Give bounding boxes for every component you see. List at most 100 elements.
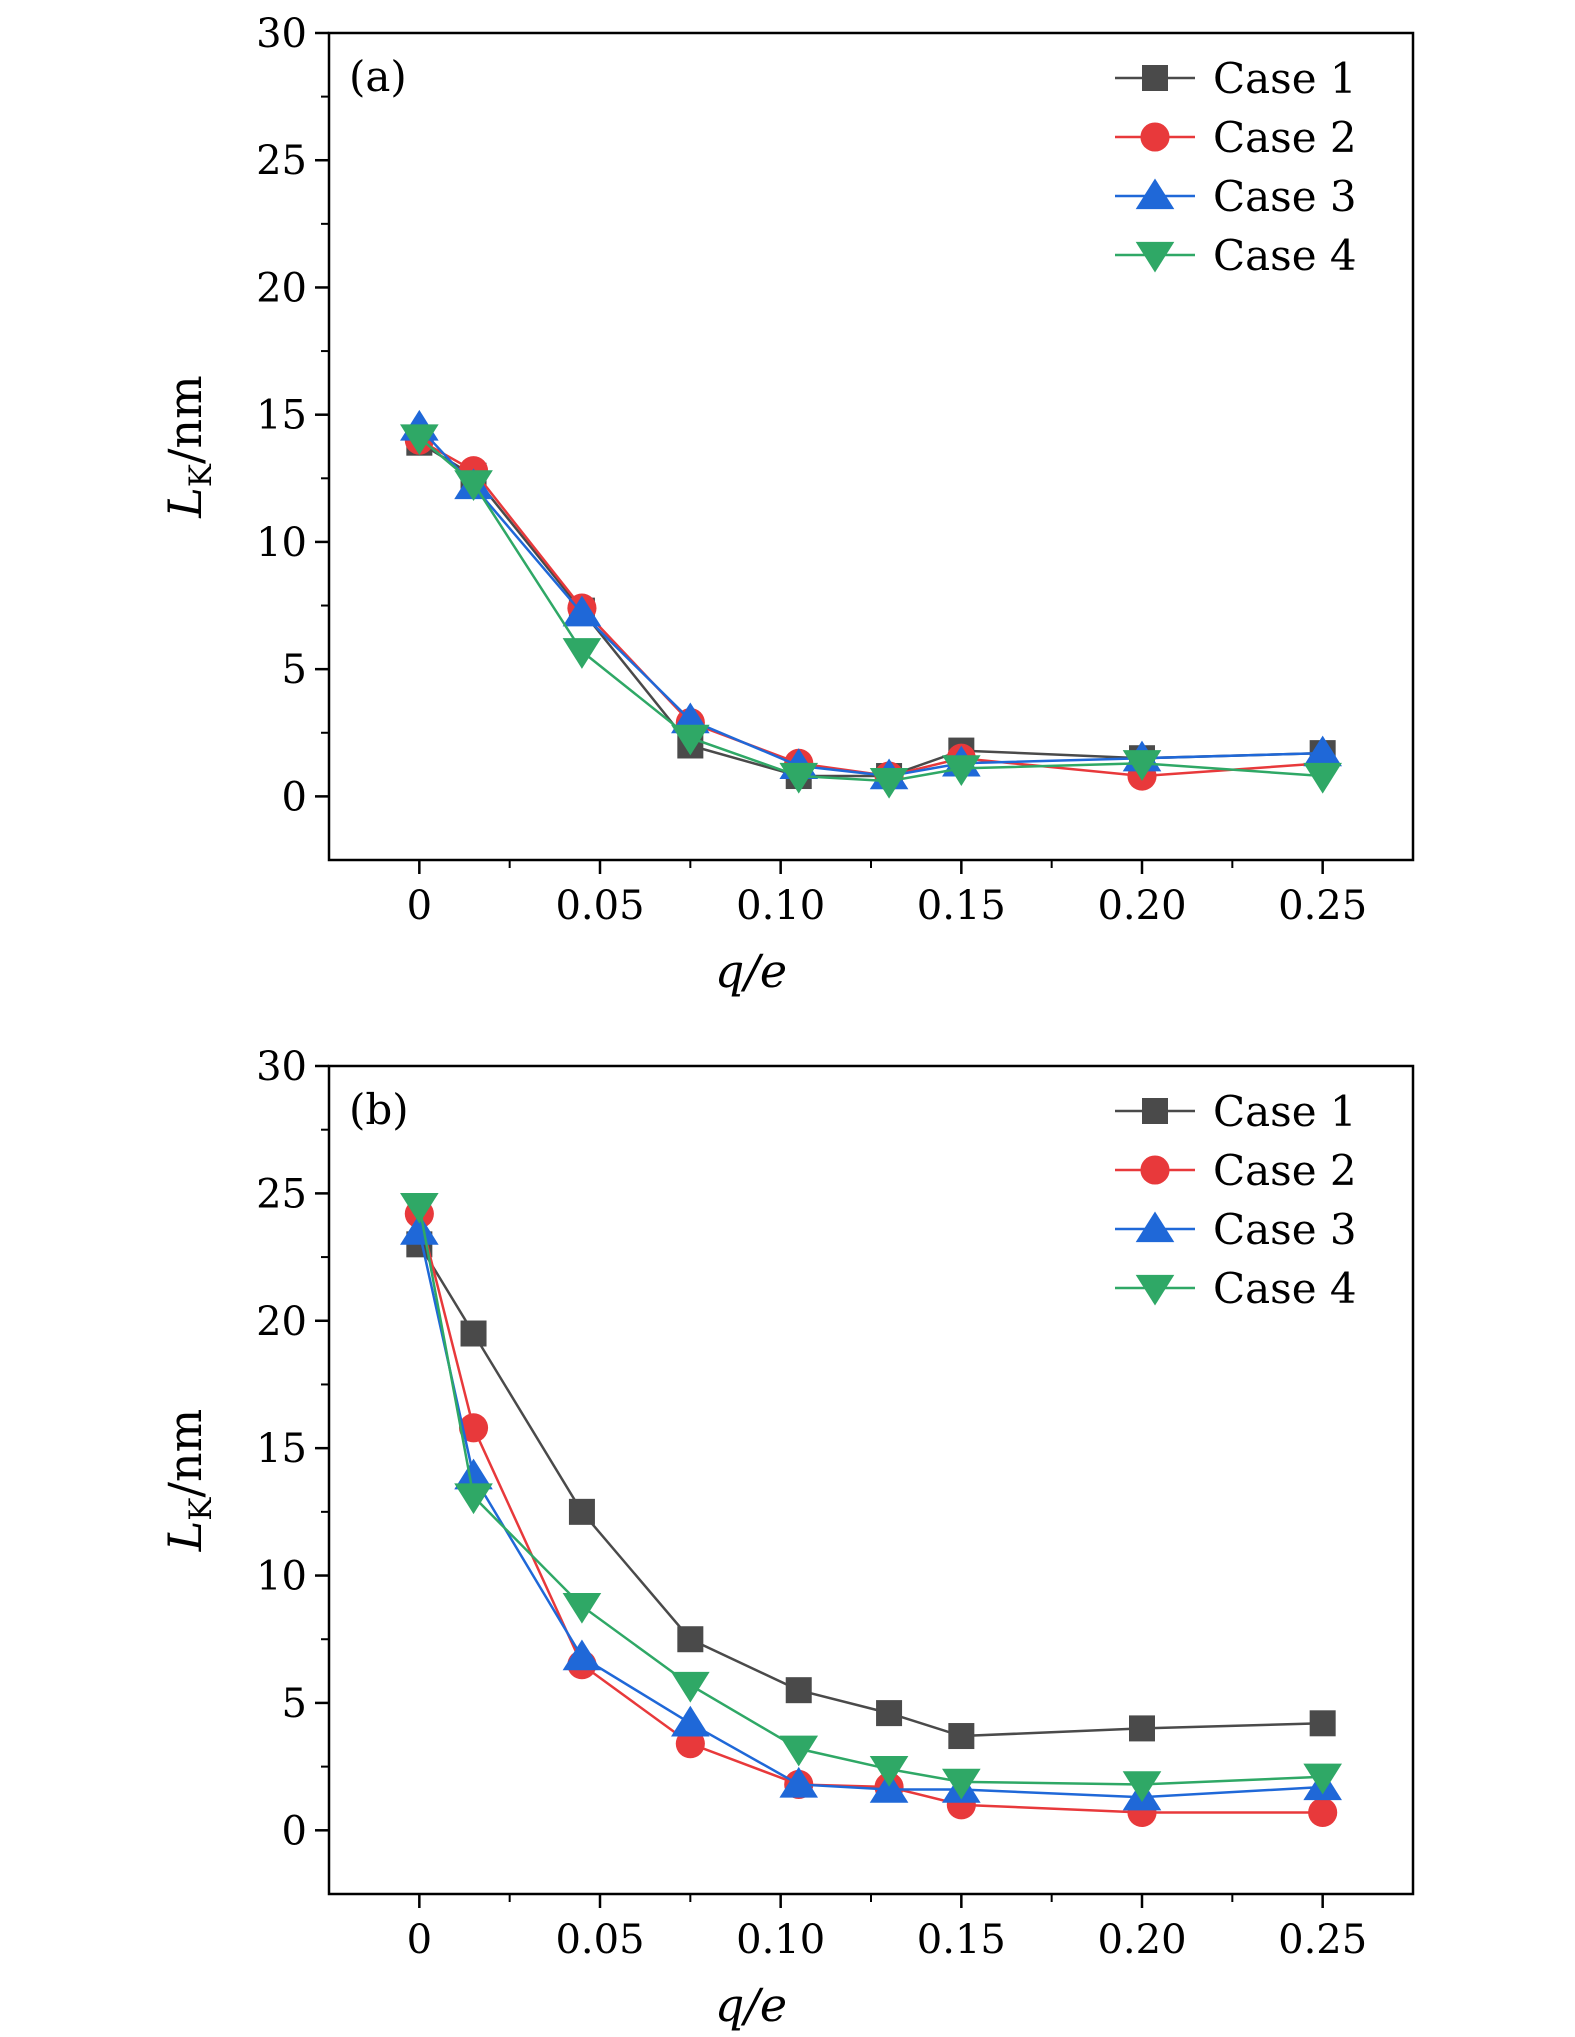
- x-axis-title-q-a: q: [715, 944, 744, 998]
- data-point-b-case-4: [562, 1592, 602, 1624]
- data-point-b-case-3: [779, 1766, 819, 1798]
- series-a-case-2: [404, 425, 1338, 791]
- x-axis-title-b: q/e: [715, 1978, 787, 2032]
- data-point-a-case-4: [1303, 762, 1342, 794]
- legend-label-b-case-1: Case 1: [1213, 1087, 1357, 1136]
- data-point-b-case-1: [460, 1320, 487, 1347]
- panel-label-a: (a): [349, 52, 407, 101]
- x-tick-label-b: 0.10: [736, 1917, 825, 1963]
- series-b-case-1: [406, 1231, 1336, 1750]
- legend-label-a-case-4: Case 4: [1213, 231, 1357, 280]
- series-b-case-3: [400, 1214, 1342, 1811]
- series-line-b-case-2: [418, 1213, 1323, 1814]
- data-point-a-case-4: [1122, 750, 1162, 781]
- series-line-b-case-3: [418, 1231, 1323, 1799]
- data-point-b-case-4: [400, 1192, 439, 1224]
- legend-marker-a-case-1: [1142, 65, 1168, 91]
- data-point-b-case-4: [1303, 1763, 1342, 1795]
- panel-a: 0 0.05 0.10 0.15 0.20 0.25 0 5 10 15 20 25 30 (a) LK/n…: [158, 11, 1415, 998]
- data-point-b-case-2: [458, 1413, 489, 1443]
- y-tick-label-a: 5: [282, 647, 307, 693]
- data-point-a-case-4: [400, 424, 439, 456]
- y-tick-label-b: 5: [282, 1681, 307, 1727]
- data-point-a-case-4: [779, 762, 819, 794]
- series-a-case-1: [406, 429, 1336, 790]
- legend-label-a-case-1: Case 1: [1213, 54, 1357, 103]
- data-point-b-case-4: [869, 1756, 909, 1787]
- data-point-a-case-4: [454, 470, 493, 501]
- data-point-b-case-4: [942, 1768, 981, 1800]
- legend-marker-a-case-4: [1135, 241, 1175, 273]
- series-a-case-4: [400, 424, 1342, 799]
- data-point-b-case-1: [677, 1626, 704, 1653]
- data-point-b-case-1: [1129, 1715, 1155, 1742]
- legend-marker-b-case-2: [1140, 1155, 1170, 1185]
- data-point-b-case-1: [1309, 1710, 1336, 1737]
- data-point-a-case-4: [869, 767, 909, 799]
- legend-marker-a-case-3: [1135, 178, 1175, 210]
- x-tick-label-b: 0: [407, 1917, 432, 1963]
- data-point-b-case-4: [1122, 1771, 1162, 1802]
- x-tick-label-b: 0.05: [555, 1917, 644, 1963]
- data-point-b-case-3: [671, 1705, 710, 1737]
- x-tick-label-a: 0.25: [1278, 883, 1367, 929]
- legend-label-a-case-3: Case 3: [1213, 172, 1357, 221]
- legend-marker-b-case-3: [1135, 1211, 1175, 1243]
- data-point-b-case-1: [948, 1723, 975, 1750]
- x-axis-title-rest-b: /e: [740, 1978, 787, 2032]
- legend-marker-b-case-4: [1135, 1274, 1175, 1306]
- panel-label-b: (b): [349, 1085, 409, 1134]
- legend-marker-b-case-1: [1142, 1098, 1168, 1124]
- y-tick-label-a: 30: [256, 11, 307, 57]
- data-point-a-case-4: [671, 724, 710, 756]
- data-point-a-case-4: [562, 638, 602, 669]
- x-tick-label-a: 0.15: [917, 883, 1006, 929]
- y-axis-title-b: LK/nm: [158, 1409, 219, 1552]
- x-axis-title-a: q/e: [715, 944, 787, 998]
- y-tick-label-b: 15: [256, 1426, 307, 1472]
- x-tick-label-a: 0.10: [736, 883, 825, 929]
- y-tick-label-a: 0: [282, 774, 307, 820]
- series-line-b-case-1: [418, 1243, 1323, 1738]
- x-tick-label-a: 0.05: [555, 883, 644, 929]
- series-line-a-case-3: [418, 426, 1323, 778]
- y-tick-label-a: 20: [256, 265, 307, 311]
- y-tick-label-b: 25: [256, 1171, 307, 1217]
- series-a-case-3: [400, 409, 1342, 790]
- data-point-b-case-1: [785, 1677, 812, 1704]
- series-line-b-case-4: [418, 1205, 1323, 1786]
- series-line-a-case-4: [418, 436, 1323, 783]
- data-point-b-case-3: [400, 1214, 439, 1245]
- y-tick-label-a: 15: [256, 393, 307, 439]
- y-axis-title-unit-a: /nm: [158, 375, 212, 464]
- data-point-b-case-3: [454, 1458, 493, 1490]
- data-point-b-case-3: [869, 1771, 909, 1803]
- legend-label-b-case-2: Case 2: [1213, 1146, 1357, 1195]
- data-point-b-case-4: [454, 1483, 493, 1515]
- x-tick-label-a: 0.20: [1097, 883, 1186, 929]
- x-tick-label-b: 0.25: [1278, 1917, 1367, 1963]
- series-b-case-2: [404, 1199, 1338, 1828]
- data-point-b-case-1: [876, 1700, 903, 1727]
- y-axis-title-sub-b: K: [183, 1497, 219, 1521]
- y-tick-label-b: 0: [282, 1808, 307, 1854]
- y-axis-title-a: LK/nm: [158, 375, 219, 518]
- legend-b: Case 1 Case 2 Case 3 Case 4: [1115, 1087, 1357, 1313]
- data-point-b-case-1: [568, 1498, 595, 1525]
- x-tick-label-b: 0.15: [917, 1917, 1006, 1963]
- x-axis-title-q-b: q: [715, 1978, 744, 2032]
- data-point-b-case-3: [562, 1639, 602, 1671]
- data-point-b-case-4: [671, 1671, 710, 1703]
- y-tick-label-b: 20: [256, 1299, 307, 1345]
- y-tick-label-b: 30: [256, 1044, 307, 1090]
- series-b-case-4: [400, 1192, 1342, 1802]
- legend-a: Case 1 Case 2 Case 3 Case 4: [1115, 54, 1357, 280]
- data-point-b-case-4: [779, 1735, 819, 1767]
- data-point-a-case-3: [1303, 735, 1342, 767]
- x-tick-label-b: 0.20: [1097, 1917, 1186, 1963]
- legend-marker-a-case-2: [1140, 122, 1170, 152]
- legend-label-b-case-4: Case 4: [1213, 1264, 1357, 1313]
- data-point-a-case-3: [562, 595, 602, 627]
- y-axis-title-sub-a: K: [183, 463, 219, 487]
